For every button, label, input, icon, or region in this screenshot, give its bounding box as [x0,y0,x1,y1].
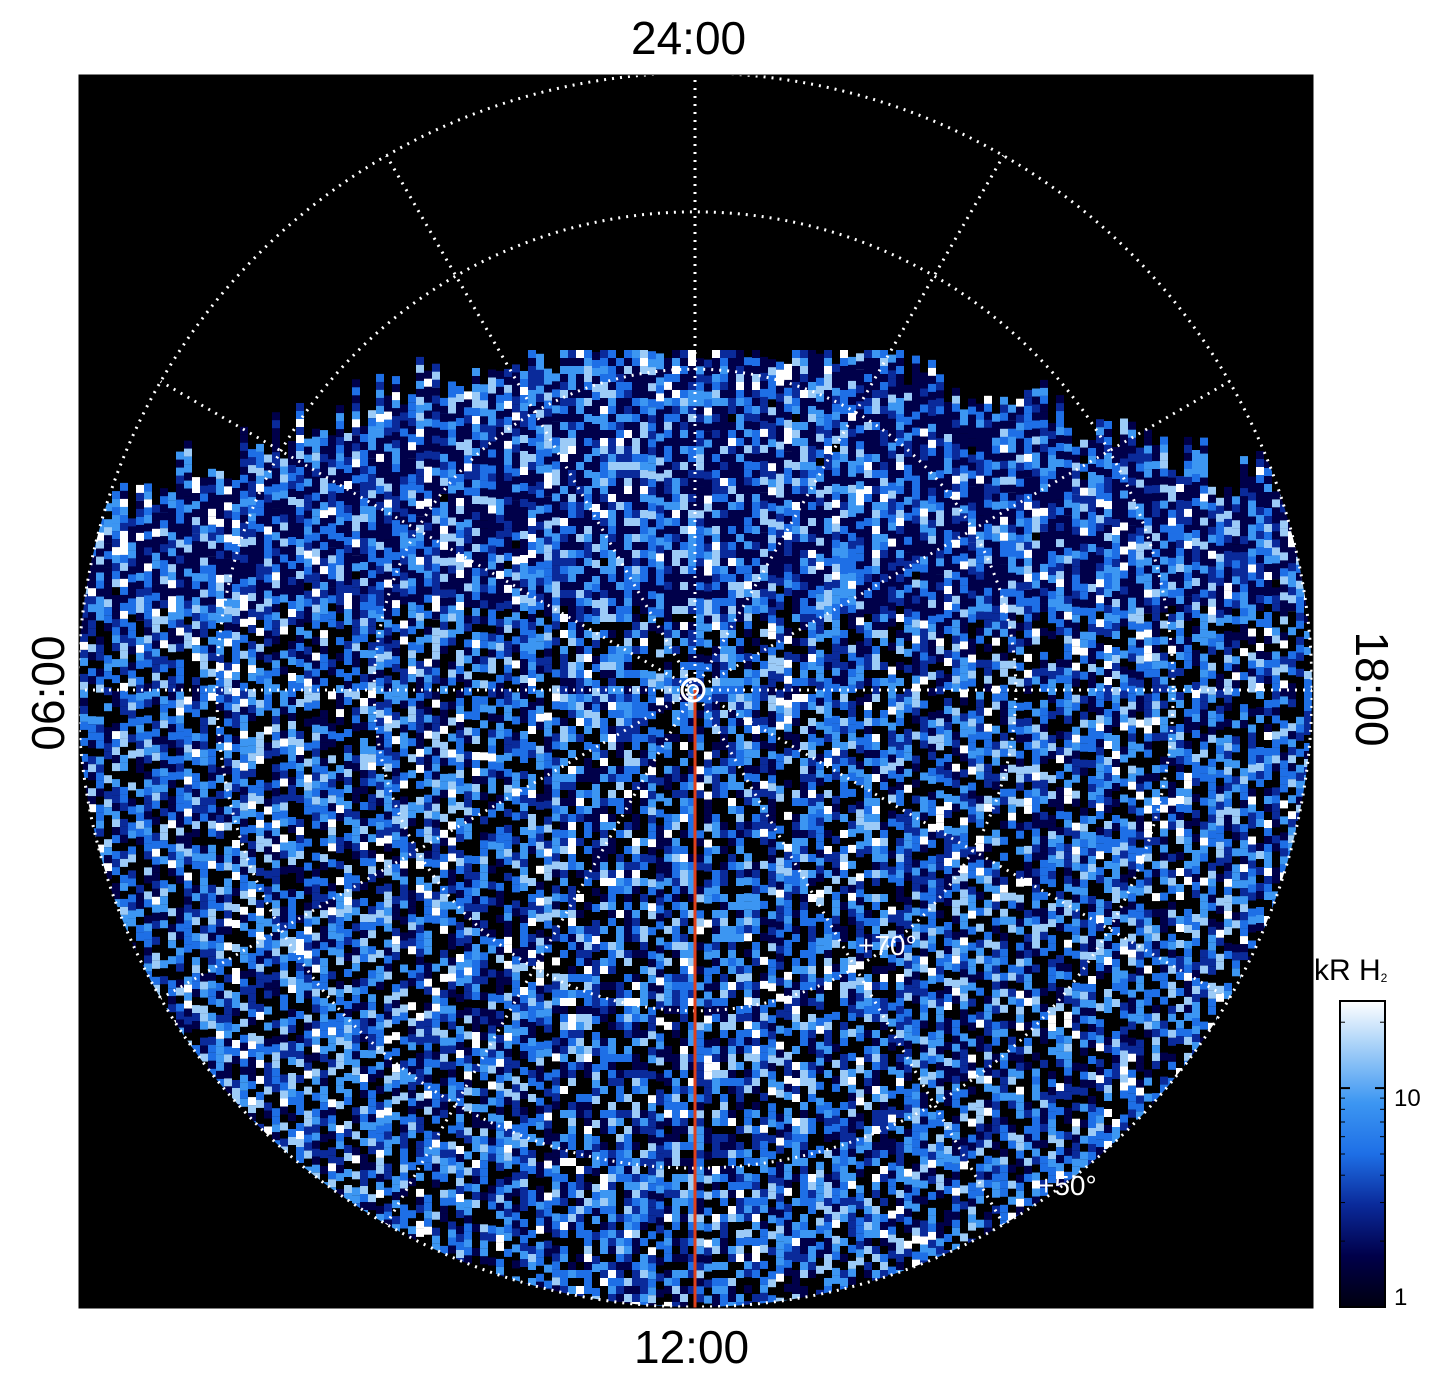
colorbar-title-subscript: 2 [1380,971,1388,985]
colorbar-ticks [1340,1021,1385,1242]
latitude-label-70: +70° [858,930,917,961]
latitude-label-50: +50° [1038,1170,1097,1201]
colorbar-tick-label-1: 1 [1394,1284,1408,1311]
local-time-label-dusk: 18:00 [1346,631,1398,747]
latitude-circle [215,210,1175,1170]
colorbar-title: kR H2 [1314,956,1387,986]
plot-frame [78,74,1314,1309]
pole-marker [680,677,706,703]
local-time-label-midnight: 24:00 [631,12,747,64]
colorbar-title-text: kR H [1314,954,1381,987]
colorbar [1339,1000,1386,1308]
local-time-label-dawn: 06:00 [22,635,74,751]
colorbar-gradient [1339,1000,1386,1308]
colorbar-tick-label-10: 10 [1394,1085,1421,1112]
local-time-label-noon: 12:00 [634,1321,750,1373]
